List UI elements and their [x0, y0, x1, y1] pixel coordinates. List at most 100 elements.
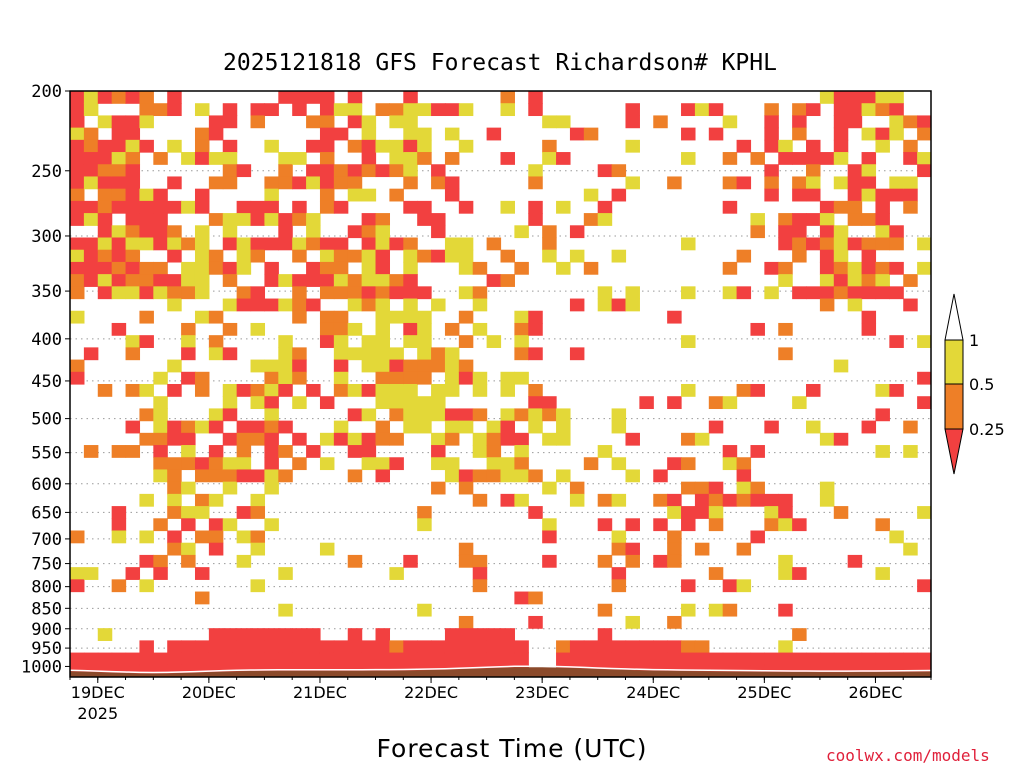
ri-cell: [111, 237, 127, 251]
ri-cell: [778, 237, 793, 251]
ri-cell: [236, 249, 252, 263]
ri-cell: [181, 274, 196, 287]
ri-cell: [861, 164, 877, 178]
ri-cell: [500, 652, 515, 666]
ri-cell: [111, 261, 127, 275]
ri-cell: [625, 115, 640, 129]
ri-cell: [97, 213, 113, 226]
ri-cell: [83, 139, 99, 153]
ri-cell: [444, 469, 460, 483]
ri-cell: [514, 457, 529, 471]
ri-cell: [194, 493, 210, 507]
ri-cell: [347, 298, 363, 312]
ri-cell: [806, 213, 821, 226]
ri-cell: [292, 286, 307, 300]
ri-cell: [194, 652, 210, 666]
ri-cell: [875, 274, 890, 287]
ri-cell: [722, 261, 738, 275]
ri-cell: [70, 127, 85, 141]
ri-cell: [361, 237, 377, 251]
ri-cell: [181, 481, 196, 495]
ri-cell: [458, 652, 474, 666]
ri-cell: [833, 127, 849, 141]
ri-cell: [792, 249, 807, 263]
ri-cell: [83, 152, 99, 165]
ri-cell: [139, 652, 154, 666]
ri-cell: [250, 298, 266, 312]
ri-cell: [708, 518, 724, 532]
ri-cell: [306, 115, 321, 129]
ri-cell: [444, 152, 460, 165]
ri-cell: [361, 335, 377, 348]
ri-cell: [486, 237, 502, 251]
ri-cell: [333, 640, 349, 654]
ri-cell: [292, 359, 307, 373]
ri-cell: [181, 432, 196, 446]
ri-cell: [611, 640, 627, 654]
ri-cell: [403, 286, 418, 300]
ri-cell: [764, 127, 779, 141]
ri-cell: [417, 518, 432, 532]
y-tick-label: 850: [31, 599, 62, 619]
ri-cell: [292, 213, 307, 226]
ri-cell: [681, 335, 696, 348]
ri-cell: [458, 261, 474, 275]
ri-cell: [125, 188, 141, 202]
ri-cell: [569, 298, 585, 312]
ri-cell: [722, 457, 738, 471]
ri-cell: [458, 371, 474, 385]
ri-cell: [139, 225, 154, 239]
ri-cell: [70, 200, 85, 214]
ri-cell: [528, 420, 543, 434]
ri-cell: [694, 493, 710, 507]
ri-cell: [361, 384, 377, 397]
y-tick-label: 250: [31, 162, 62, 182]
ri-cell: [250, 103, 266, 117]
ri-cell: [70, 261, 85, 275]
ground-surface: [70, 667, 931, 677]
ri-cell: [708, 420, 724, 434]
ri-cell: [458, 640, 474, 654]
ri-cell: [389, 286, 404, 300]
ri-cell: [153, 420, 168, 434]
ri-cell: [417, 103, 432, 117]
ri-cell: [569, 347, 585, 361]
ri-cell: [306, 298, 321, 312]
ri-cell: [222, 164, 238, 178]
ri-cell: [500, 493, 515, 507]
ri-cell: [792, 567, 807, 580]
ri-cell: [403, 237, 418, 251]
ri-cell: [903, 542, 918, 556]
ri-cell: [736, 139, 752, 153]
ri-cell: [486, 469, 502, 483]
ri-cell: [306, 237, 321, 251]
ri-cell: [333, 176, 349, 190]
ri-cell: [153, 396, 168, 410]
ri-cell: [319, 249, 335, 263]
ri-cell: [194, 200, 210, 214]
ri-cell: [208, 408, 224, 422]
ri-cell: [139, 286, 154, 300]
ri-cell: [694, 542, 710, 556]
ri-cell: [264, 274, 279, 287]
ri-cell: [389, 115, 404, 129]
y-tick-label: 400: [31, 330, 62, 350]
ri-cell: [736, 469, 752, 483]
ri-cell: [472, 628, 488, 641]
ri-cell: [722, 579, 738, 593]
ri-cell: [417, 127, 432, 141]
ri-cell: [319, 457, 335, 471]
ri-cell: [444, 371, 460, 385]
ri-cell: [389, 310, 404, 324]
ri-cell: [458, 615, 474, 629]
ri-cell: [194, 530, 210, 544]
ri-cell: [250, 322, 266, 336]
ri-cell: [278, 469, 293, 483]
ri-cell: [83, 445, 99, 458]
ri-cell: [194, 139, 210, 153]
ri-cell: [319, 542, 335, 556]
ri-cell: [444, 628, 460, 641]
ri-cell: [194, 567, 210, 580]
ri-cell: [736, 493, 752, 507]
ri-cell: [403, 298, 418, 312]
